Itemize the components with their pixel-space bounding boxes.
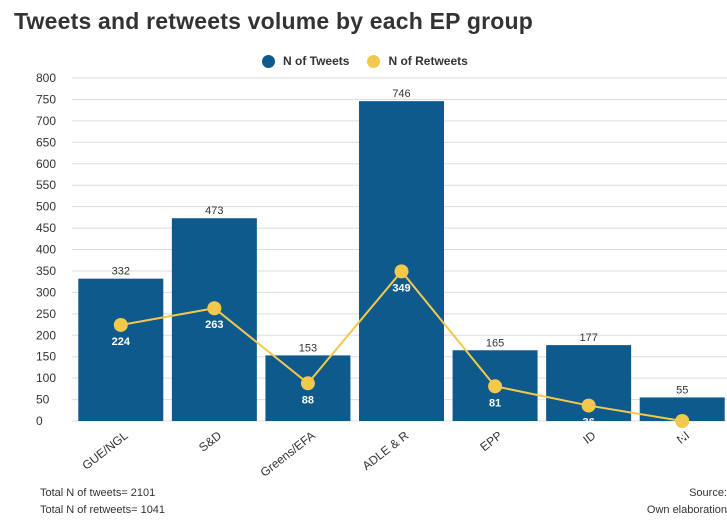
y-tick-label: 650 bbox=[36, 135, 56, 149]
retweets-point bbox=[581, 398, 596, 413]
legend-label-retweets: N of Retweets bbox=[388, 54, 468, 68]
y-tick-label: 800 bbox=[36, 71, 56, 85]
retweets-point bbox=[113, 317, 128, 332]
retweets-value-label: 263 bbox=[205, 319, 223, 331]
retweets-point bbox=[394, 264, 409, 279]
x-tick-label: GUE/NGL bbox=[79, 428, 130, 472]
y-tick-label: 0 bbox=[36, 414, 43, 428]
legend-item-tweets: N of Tweets bbox=[262, 54, 349, 68]
total-tweets-text: Total N of tweets= 2101 bbox=[40, 487, 156, 499]
retweets-value-label: 0 bbox=[679, 432, 685, 444]
y-tick-label: 300 bbox=[36, 285, 56, 299]
chart-title: Tweets and retweets volume by each EP gr… bbox=[14, 8, 534, 34]
bar-value-label: 473 bbox=[205, 205, 223, 217]
bar-tweets bbox=[639, 397, 725, 421]
bar-value-label: 165 bbox=[486, 337, 504, 349]
elaboration-label: Own elaboration bbox=[646, 504, 727, 516]
y-tick-label: 750 bbox=[36, 92, 56, 106]
retweets-value-label: 224 bbox=[112, 336, 131, 348]
footer-totals: Total N of tweets= 2101 Total N of retwe… bbox=[40, 485, 165, 519]
y-tick-label: 600 bbox=[36, 157, 56, 171]
retweets-point bbox=[207, 301, 222, 316]
y-tick-label: 250 bbox=[36, 307, 56, 321]
bar-tweets bbox=[359, 101, 444, 421]
chart-legend: N of Tweets N of Retweets bbox=[262, 52, 486, 70]
bar-value-label: 153 bbox=[299, 342, 317, 354]
footer-source: Source: Own elaboration bbox=[647, 485, 727, 519]
bar-value-label: 55 bbox=[676, 384, 688, 396]
retweets-value-label: 349 bbox=[392, 282, 410, 294]
y-tick-label: 500 bbox=[36, 200, 56, 214]
source-label: Source: bbox=[689, 487, 727, 499]
x-tick-label: EPP bbox=[477, 428, 505, 454]
legend-label-tweets: N of Tweets bbox=[283, 54, 350, 68]
legend-swatch-retweets bbox=[367, 54, 381, 68]
total-retweets-text: Total N of retweets= 1041 bbox=[40, 504, 166, 516]
retweets-value-label: 88 bbox=[302, 394, 314, 406]
retweets-point bbox=[488, 379, 503, 394]
y-tick-label: 50 bbox=[36, 393, 50, 407]
legend-item-retweets: N of Retweets bbox=[367, 54, 468, 68]
bar-value-label: 177 bbox=[579, 332, 597, 344]
y-tick-label: 400 bbox=[36, 243, 56, 257]
y-tick-label: 550 bbox=[36, 178, 56, 192]
y-tick-label: 700 bbox=[36, 114, 56, 128]
retweets-point bbox=[675, 414, 690, 428]
y-tick-label: 450 bbox=[36, 221, 56, 235]
y-tick-label: 350 bbox=[36, 264, 56, 278]
bar-value-label: 332 bbox=[112, 266, 130, 278]
bar-tweets bbox=[171, 218, 257, 421]
retweets-point bbox=[300, 376, 315, 391]
retweets-value-label: 36 bbox=[583, 417, 595, 429]
x-tick-label: ID bbox=[580, 428, 598, 447]
bar-tweets bbox=[78, 278, 164, 421]
x-tick-label: ADLE & R bbox=[360, 428, 412, 473]
bar-value-label: 746 bbox=[392, 88, 410, 100]
y-tick-label: 100 bbox=[36, 371, 56, 385]
retweets-value-label: 81 bbox=[489, 397, 501, 409]
legend-swatch-tweets bbox=[262, 54, 275, 68]
x-tick-label: Greens/EFA bbox=[258, 428, 318, 479]
y-tick-label: 150 bbox=[36, 350, 56, 364]
y-tick-label: 200 bbox=[36, 328, 56, 342]
x-tick-label: S&D bbox=[196, 428, 224, 454]
